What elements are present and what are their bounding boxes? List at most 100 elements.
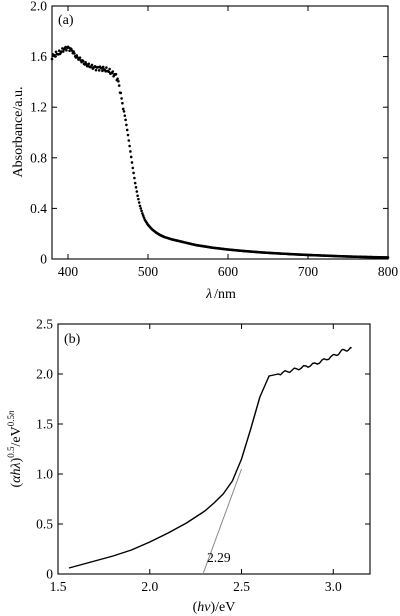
- panel-a-data-point: [61, 50, 65, 53]
- panel-a-data-point: [94, 68, 98, 72]
- panel-a-x-tick-label: 500: [138, 264, 159, 279]
- panel-b-y-tick-label: 1.0: [36, 467, 53, 482]
- panel-b-y-tick-label: 2.0: [36, 367, 53, 382]
- panel-a-x-tick-label: 700: [298, 264, 319, 279]
- panel-a-data-point: [72, 50, 75, 53]
- panel-a-data-point: [54, 50, 58, 54]
- panel-a-y-tick-label: 0.8: [30, 150, 47, 165]
- panel-b-x-tick-label: 1.5: [50, 579, 67, 594]
- panel-b-label: (b): [64, 332, 81, 347]
- panel-a-x-tick-label: 600: [218, 264, 239, 279]
- panel-a-data-point: [75, 54, 79, 57]
- panel-a-data-point: [125, 123, 128, 127]
- panel-a-data-point: [78, 56, 82, 59]
- panel-a-label: (a): [58, 13, 74, 28]
- panel-a-data-point: [73, 52, 76, 55]
- panel-a-y-tick-label: 1.6: [30, 49, 47, 64]
- panel-a-y-tick-label: 2.0: [30, 0, 47, 14]
- panel-a-data-point: [101, 65, 105, 69]
- panel-a-data-point: [125, 128, 129, 132]
- panel-a-y-axis-label: Absorbance/a.u.: [11, 87, 26, 178]
- panel-b: (b) 0 0.5 1.0 1.5 2.0 2.5 1.5 2.0 2.5 3.0 2.29 (…: [6, 317, 371, 615]
- panel-b-tangent-line: [202, 468, 242, 575]
- panel-a-data-point: [114, 72, 118, 76]
- panel-a-data-point: [81, 59, 85, 63]
- panel-a-y-tick-label: 1.2: [30, 100, 47, 115]
- panel-a-data-point: [141, 214, 145, 217]
- panel-a-data-point: [130, 161, 134, 164]
- panel-a-data-point: [119, 91, 123, 95]
- panel-a-data-point: [123, 114, 127, 117]
- panel-b-x-axis-label: (hν)/eV: [193, 600, 236, 615]
- panel-b-annotation: 2.29: [207, 550, 231, 565]
- panel-a-data-point: [121, 107, 125, 111]
- panel-a-data-point: [68, 49, 71, 53]
- panel-a-y-tick-label: 0.4: [30, 201, 47, 216]
- panel-a-series: [50, 45, 390, 259]
- panel-b-x-tick-label: 3.0: [325, 579, 342, 594]
- panel-a-y-axis: 0 0.4 0.8 1.2 1.6 2.0: [30, 0, 388, 267]
- panel-a-data-point: [121, 101, 124, 105]
- panel-a-data-point: [53, 55, 57, 58]
- panel-a-data-point: [137, 197, 140, 201]
- panel-b-x-tick-label: 2.5: [233, 579, 250, 594]
- panel-a-data-point: [90, 63, 94, 67]
- panel-b-y-axis-label: (αhλ)0.5/eV0.5n: [6, 410, 24, 487]
- panel-a-data-point: [107, 70, 111, 74]
- panel-b-y-tick-label: 2.5: [36, 317, 53, 332]
- panel-a-data-point: [105, 66, 108, 69]
- panel-a-x-axis-label-symbol: λ: [205, 287, 212, 302]
- panel-b-y-tick-label: 0: [46, 567, 53, 582]
- panel-a-x-tick-label: 800: [378, 264, 399, 279]
- panel-a-x-tick-label: 400: [58, 264, 79, 279]
- panel-a-data-point: [117, 84, 121, 87]
- panel-a-data-point: [138, 204, 142, 208]
- panel-a-y-tick-label: 0: [40, 252, 47, 267]
- panel-a-data-point: [386, 256, 390, 259]
- panel-a-data-point: [134, 186, 138, 189]
- panel-a-data-point: [116, 77, 119, 81]
- panel-a-data-point: [108, 67, 111, 71]
- panel-b-series-line: [68, 346, 352, 569]
- panel-a-data-point: [133, 181, 137, 185]
- panel-a-frame: [51, 5, 389, 260]
- panel-b-y-axis: 0 0.5 1.0 1.5 2.0 2.5: [36, 317, 370, 582]
- panel-b-x-axis: 1.5 2.0 2.5 3.0: [50, 324, 342, 594]
- panel-a-data-point: [126, 133, 130, 137]
- panel-b-x-tick-label: 2.0: [141, 579, 158, 594]
- panel-a-data-point: [112, 74, 115, 78]
- panel-a-data-point: [129, 150, 132, 153]
- panel-a-data-point: [135, 190, 139, 193]
- panel-a-data-point: [122, 110, 126, 113]
- panel-b-frame: [57, 323, 371, 575]
- panel-a-data-point: [131, 166, 135, 170]
- panel-a-data-point: [57, 49, 61, 52]
- panel-a-data-point: [137, 201, 141, 204]
- panel-a-data-point: [50, 57, 54, 61]
- panel-a-data-point: [120, 97, 123, 100]
- panel-b-y-tick-label: 0.5: [36, 517, 53, 532]
- panel-a-data-point: [140, 209, 143, 213]
- panel-a-data-point: [111, 70, 115, 73]
- panel-a-data-point: [136, 194, 139, 198]
- panel-a-x-axis: 400 500 600 700 800: [58, 6, 399, 279]
- panel-a-data-point: [132, 171, 135, 175]
- panel-a-data-point: [97, 69, 101, 72]
- panel-a-data-point: [142, 216, 146, 219]
- panel-a-data-point: [65, 49, 68, 52]
- panel-a-data-point: [87, 62, 91, 66]
- panel-a-x-axis-label: λ/nm: [205, 287, 236, 302]
- panel-a-data-point: [141, 212, 144, 215]
- panel-a-data-point: [133, 176, 136, 180]
- panel-a: (a) 0 0.4 0.8 1.2 1.6 2.0 400 500 600 700 800 Abs…: [11, 0, 398, 302]
- panel-a-data-point: [128, 144, 131, 148]
- panel-a-x-axis-label-unit: /nm: [214, 287, 236, 302]
- panel-a-data-point: [139, 207, 143, 210]
- panel-a-data-point: [117, 80, 120, 83]
- panel-a-data-point: [124, 118, 127, 122]
- panel-a-data-point: [127, 139, 131, 142]
- panel-a-data-point: [129, 155, 133, 159]
- panel-a-data-point: [84, 61, 87, 64]
- panel-b-y-tick-label: 1.5: [36, 417, 53, 432]
